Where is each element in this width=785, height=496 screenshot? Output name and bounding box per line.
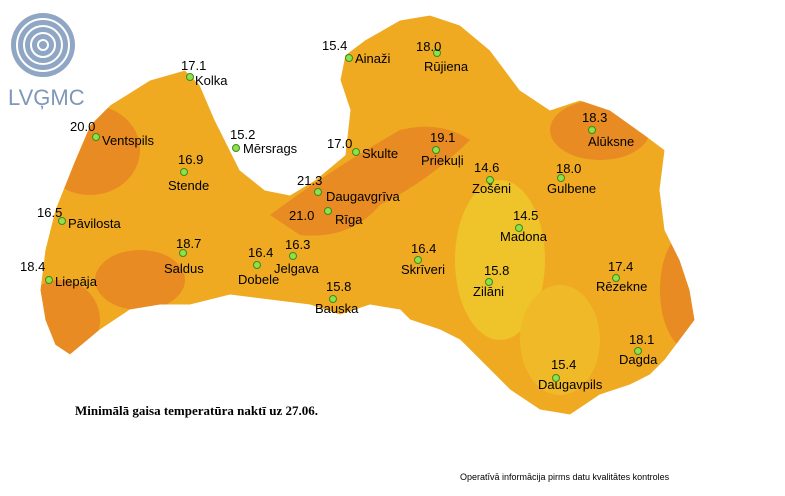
station-dot	[324, 207, 332, 215]
station-value: 18.0	[416, 39, 441, 54]
station-value: 18.3	[582, 110, 607, 125]
station-value: 16.9	[178, 152, 203, 167]
station-name: Zilāni	[473, 284, 504, 299]
station-value: 18.0	[556, 161, 581, 176]
station-name: Zošēni	[472, 181, 511, 196]
station-name: Skrīveri	[401, 262, 445, 277]
station-dot	[414, 256, 422, 264]
station-dot	[289, 252, 297, 260]
station-value: 16.4	[411, 241, 436, 256]
station-dot	[588, 126, 596, 134]
station-dot	[186, 73, 194, 81]
station-name: Liepāja	[55, 274, 98, 289]
station-name: Ventspils	[102, 133, 155, 148]
station-name: Dagda	[619, 352, 658, 367]
map-title: Minimālā gaisa temperatūra naktī uz 27.0…	[75, 403, 318, 418]
station-name: Ainaži	[355, 51, 391, 66]
station-dot	[352, 148, 360, 156]
station-name: Skulte	[362, 146, 398, 161]
station-dot	[552, 374, 560, 382]
station-value: 14.6	[474, 160, 499, 175]
station-value: 15.4	[551, 357, 576, 372]
station-value: 18.1	[629, 332, 654, 347]
station-value: 15.4	[322, 38, 347, 53]
station-dot	[92, 133, 100, 141]
logo-text: LVĢMC	[8, 85, 85, 110]
logo-icon	[11, 13, 75, 77]
station-value: 21.0	[289, 208, 314, 223]
station-name: Daugavgrīva	[326, 189, 400, 204]
station-value: 21.3	[297, 173, 322, 188]
station-value: 16.5	[37, 205, 62, 220]
station-dot	[515, 224, 523, 232]
station-value: 18.4	[20, 259, 45, 274]
station-value: 15.8	[484, 263, 509, 278]
station-name: Pāvilosta	[68, 216, 122, 231]
station-name: Kolka	[195, 73, 228, 88]
station-value: 15.2	[230, 127, 255, 142]
station-dot	[486, 176, 494, 184]
station-dot	[432, 146, 440, 154]
station-name: Madona	[500, 229, 548, 244]
station-value: 16.4	[248, 245, 273, 260]
station-value: 19.1	[430, 130, 455, 145]
station-dot	[557, 174, 565, 182]
station-name: Rēzekne	[596, 279, 647, 294]
station-name: Dobele	[238, 272, 279, 287]
station-value: 18.7	[176, 236, 201, 251]
station-name: Jelgava	[274, 261, 320, 276]
station-value: 20.0	[70, 119, 95, 134]
station-dot	[433, 49, 441, 57]
station-name: Daugavpils	[538, 377, 603, 392]
station-dot	[634, 347, 642, 355]
station-dot	[253, 261, 261, 269]
station-dot	[180, 168, 188, 176]
station-name: Stende	[168, 178, 209, 193]
station-dot	[485, 278, 493, 286]
station-value: 15.8	[326, 279, 351, 294]
station-name: Rīga	[335, 212, 363, 227]
station-dot	[58, 217, 66, 225]
station-name: Gulbene	[547, 181, 596, 196]
station-name: Alūksne	[588, 134, 634, 149]
station-value: 17.0	[327, 136, 352, 151]
station-dot	[612, 274, 620, 282]
station-dot	[314, 188, 322, 196]
station-dot	[179, 249, 187, 257]
station-name: Mērsrags	[243, 141, 298, 156]
footer-note: Operatīvā informācija pirms datu kvalitā…	[460, 472, 670, 482]
station-value: 16.3	[285, 237, 310, 252]
station-name: Priekuļi	[421, 153, 464, 168]
station-value: 17.1	[181, 58, 206, 73]
station-value: 17.4	[608, 259, 633, 274]
station-name: Saldus	[164, 261, 204, 276]
station-value: 14.5	[513, 208, 538, 223]
station-name: Rūjiena	[424, 59, 469, 74]
station-dot	[45, 276, 53, 284]
station-dot	[329, 295, 337, 303]
station-dot	[232, 144, 240, 152]
station-dot	[345, 54, 353, 62]
station-name: Bauska	[315, 301, 359, 316]
